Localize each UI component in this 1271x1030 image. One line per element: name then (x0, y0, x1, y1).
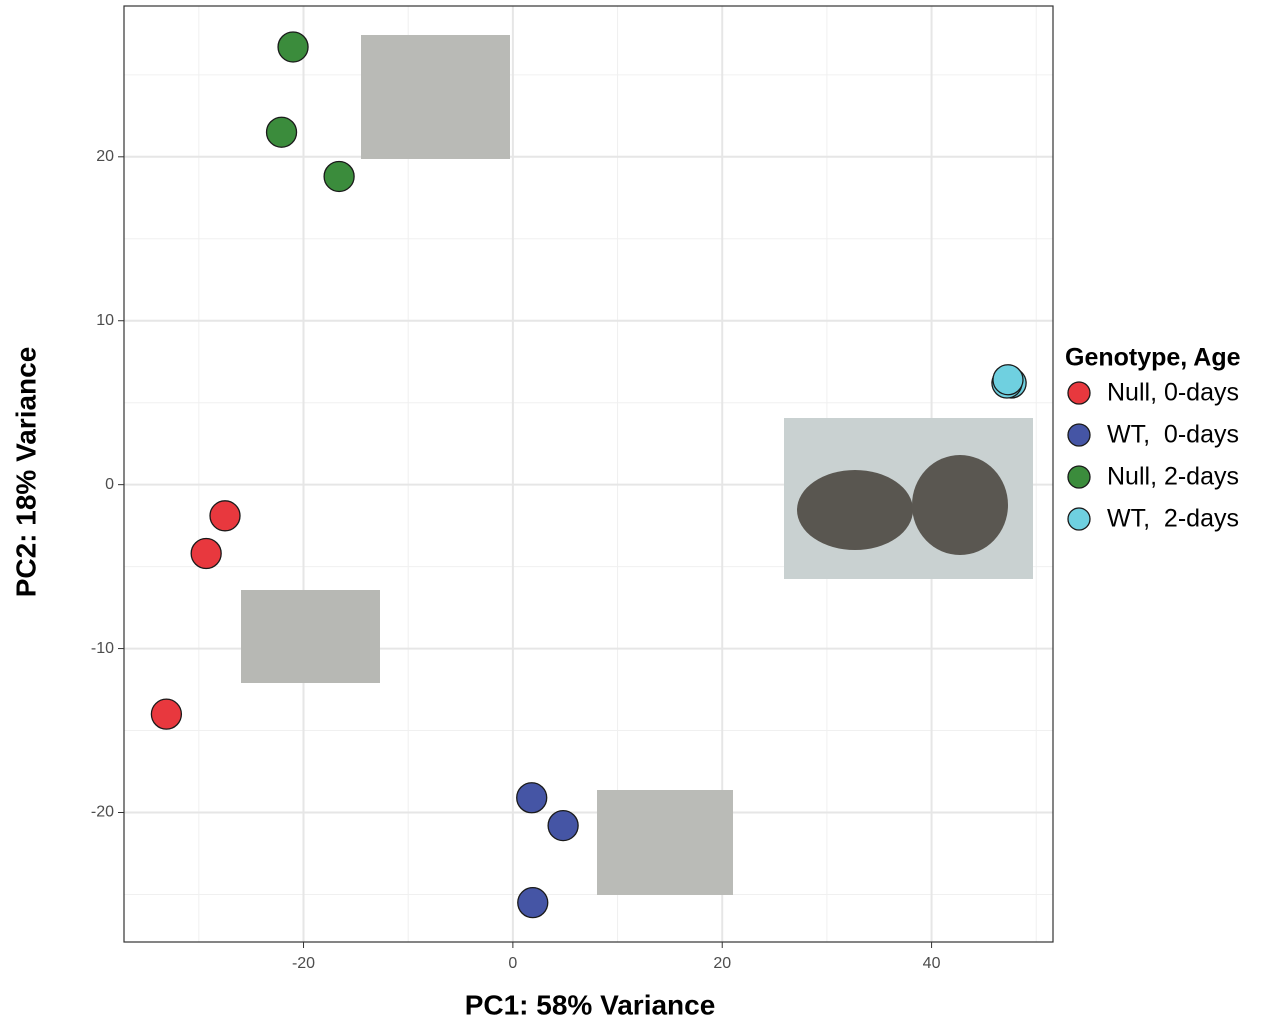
photo (241, 590, 380, 683)
photo (361, 35, 510, 159)
x-tick-label: 20 (713, 955, 731, 972)
point (277, 31, 309, 63)
y-tick-label: -10 (91, 640, 114, 657)
legend-swatch (1067, 381, 1091, 405)
point (547, 809, 579, 842)
x-axis-title: PC1: 58% Variance (465, 989, 716, 1020)
point (265, 116, 298, 148)
y-tick-label: -20 (91, 804, 114, 821)
point (150, 698, 183, 730)
panel-border (123, 5, 1054, 943)
point (209, 500, 241, 532)
legend-swatch (1067, 465, 1091, 489)
y-tick-label: 0 (105, 476, 114, 493)
legend-title: Genotype, Age (1065, 344, 1241, 372)
x-tick-label: 0 (508, 955, 517, 972)
seed (797, 470, 913, 550)
y-tick-label: 20 (96, 148, 114, 165)
point (190, 537, 222, 570)
point (516, 782, 548, 814)
y-axis-title: PC2: 18% Variance (10, 347, 41, 598)
point (992, 364, 1024, 396)
legend-swatch (1067, 423, 1091, 447)
legend-label: WT, 2-days (1107, 505, 1239, 533)
seed (912, 455, 1008, 555)
legend-label: WT, 0-days (1107, 421, 1239, 449)
x-tick-label: -20 (292, 955, 315, 972)
x-tick-label: 40 (923, 955, 941, 972)
photo (597, 790, 733, 895)
point (517, 887, 549, 919)
points (150, 31, 1027, 919)
legend-label: Null, 0-days (1107, 379, 1239, 407)
legend-swatch (1067, 507, 1091, 531)
photos (241, 35, 1033, 895)
y-tick-label: 10 (96, 312, 114, 329)
legend-label: Null, 2-days (1107, 463, 1239, 491)
point (323, 160, 355, 193)
